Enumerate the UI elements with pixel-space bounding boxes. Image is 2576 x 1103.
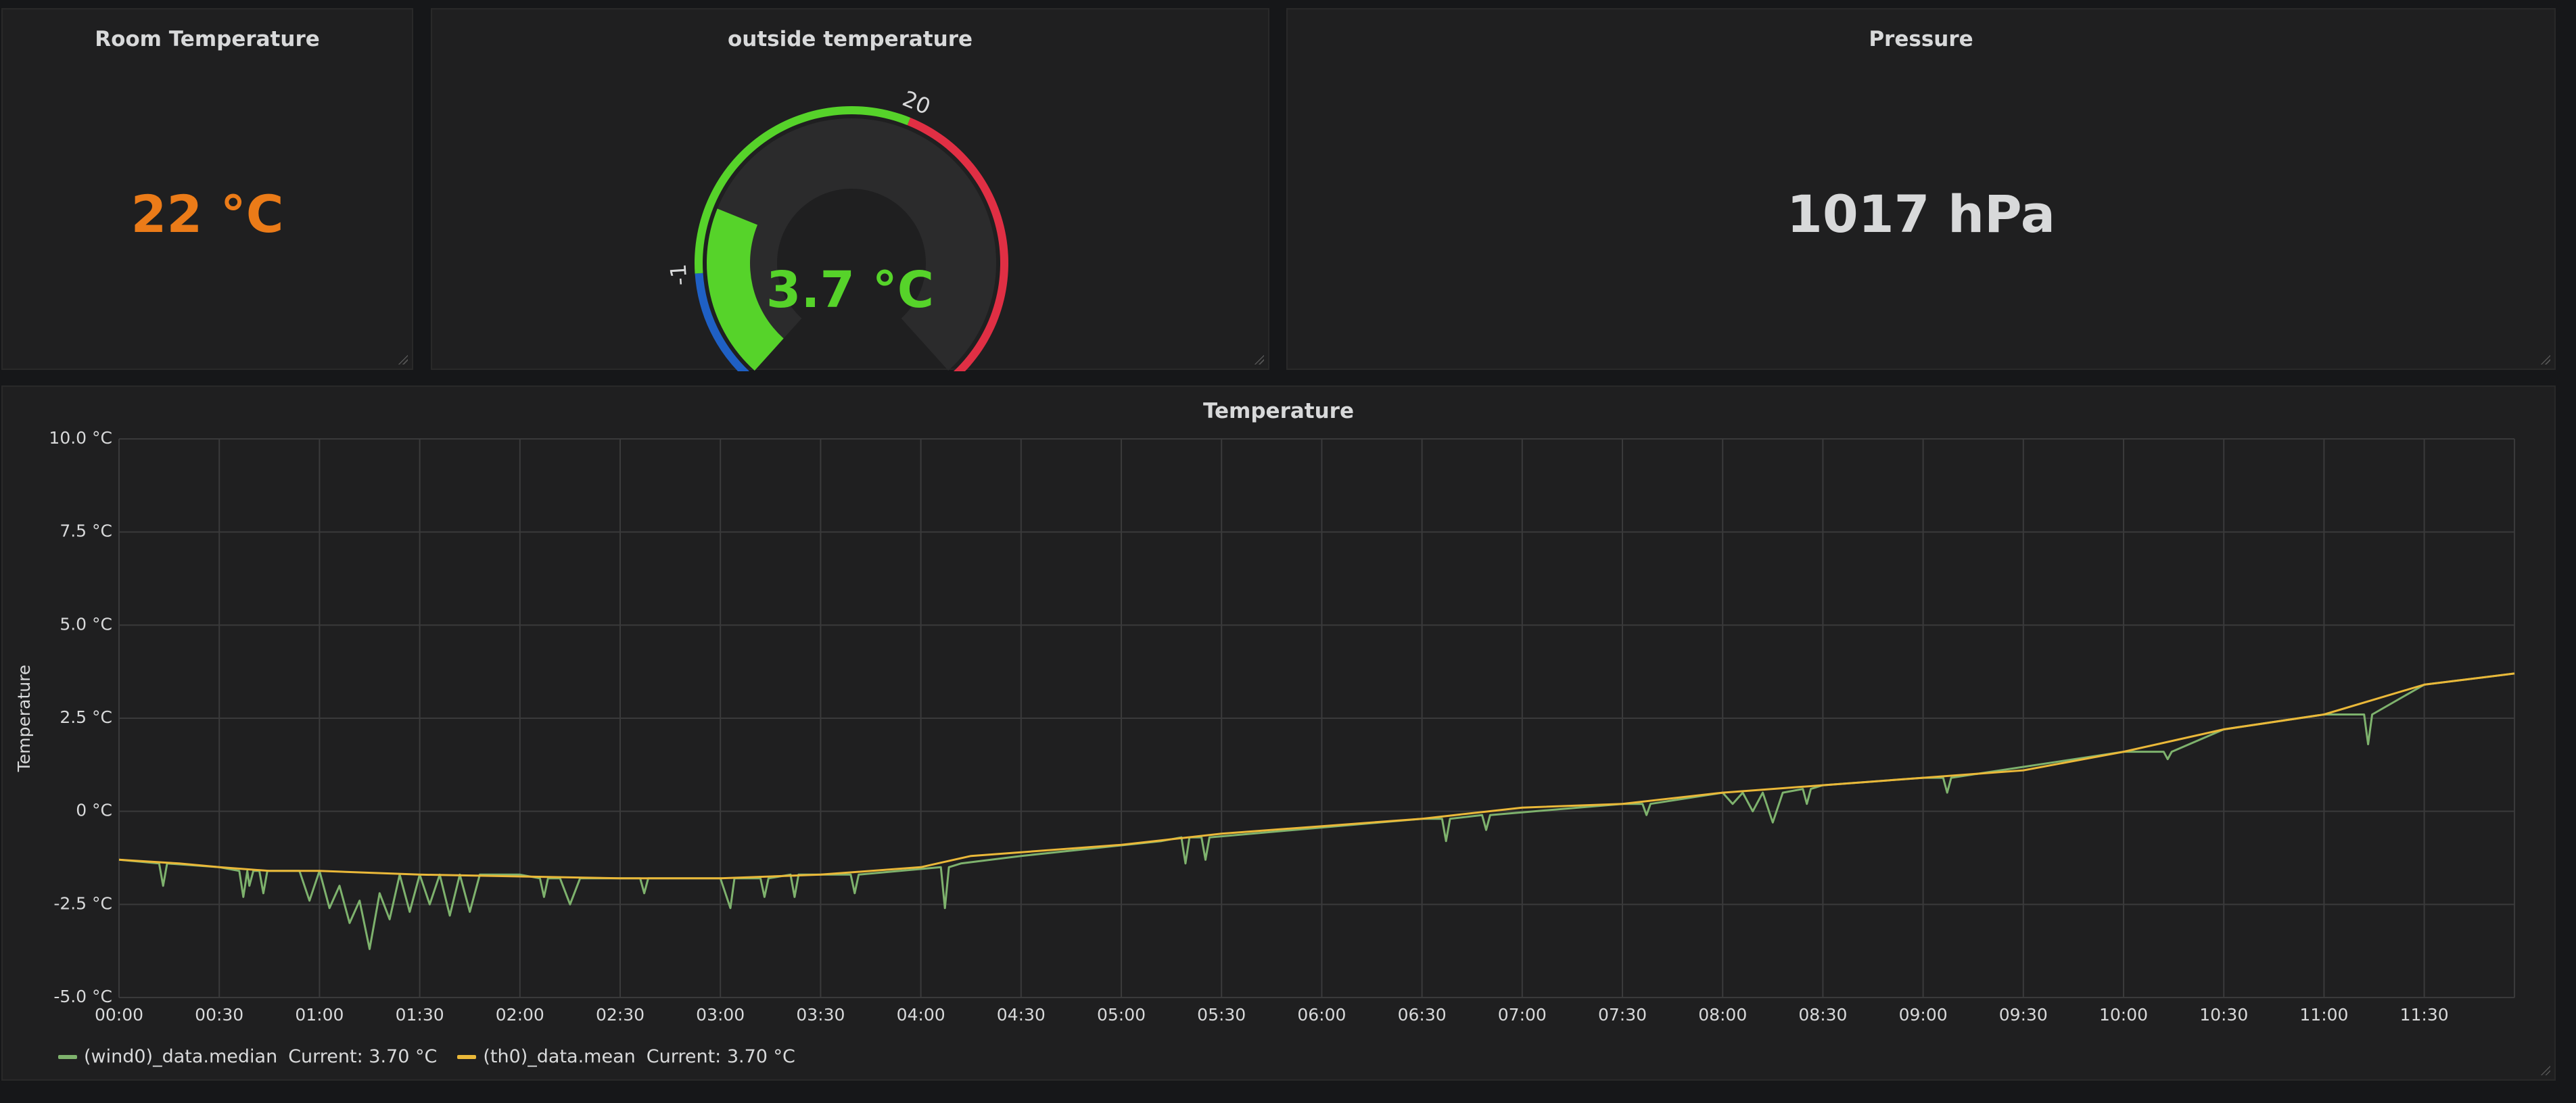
legend-swatch-wind0 bbox=[58, 1054, 77, 1059]
x-tick-label: 04:00 bbox=[897, 1005, 945, 1025]
y-axis-label: Temperature bbox=[14, 665, 34, 772]
legend-item-th0[interactable]: (th0)_data.mean Current: 3.70 °C bbox=[457, 1046, 795, 1067]
x-tick-label: 02:30 bbox=[596, 1005, 645, 1025]
graph-legend: (wind0)_data.median Current: 3.70 °C (th… bbox=[58, 1046, 795, 1067]
x-tick-label: 06:00 bbox=[1297, 1005, 1346, 1025]
x-tick-label: 05:30 bbox=[1197, 1005, 1246, 1025]
x-tick-label: 03:00 bbox=[696, 1005, 745, 1025]
pressure-panel: Pressure 1017 hPa bbox=[1286, 8, 2556, 370]
gauge-threshold-label: -1 bbox=[665, 263, 693, 286]
x-tick-label: 07:00 bbox=[1498, 1005, 1547, 1025]
x-tick-label: 11:30 bbox=[2400, 1005, 2449, 1025]
gauge-track bbox=[707, 118, 996, 371]
x-tick-label: 10:30 bbox=[2199, 1005, 2248, 1025]
room-temperature-panel: Room Temperature 22 °C bbox=[1, 8, 413, 370]
x-tick-label: 09:30 bbox=[1999, 1005, 2048, 1025]
y-tick-label: 5.0 °C bbox=[60, 614, 112, 634]
temperature-graph-panel: Temperature 10.0 °C 7.5 °C 5.0 °C 2.5 °C 0 °… bbox=[1, 385, 2556, 1081]
legend-current-value: Current: 3.70 °C bbox=[288, 1046, 438, 1067]
y-tick-label: -2.5 °C bbox=[53, 893, 112, 913]
x-tick-label: 09:00 bbox=[1899, 1005, 1948, 1025]
x-tick-label: 08:00 bbox=[1698, 1005, 1747, 1025]
gauge-threshold-band bbox=[907, 118, 1008, 371]
x-tick-label: 10:00 bbox=[2099, 1005, 2148, 1025]
gauge-threshold-band bbox=[695, 106, 911, 274]
x-tick-label: 08:30 bbox=[1798, 1005, 1847, 1025]
temperature-graph-title[interactable]: Temperature bbox=[1203, 399, 1354, 423]
y-tick-label: 0 °C bbox=[76, 801, 112, 820]
legend-series-name: (wind0)_data.median bbox=[84, 1046, 278, 1067]
gauge-threshold-label: 20 bbox=[899, 86, 934, 120]
gauge: -9-12041 bbox=[665, 86, 1008, 371]
resize-handle-icon[interactable] bbox=[397, 354, 408, 365]
legend-swatch-th0 bbox=[457, 1054, 477, 1059]
y-tick-label: 10.0 °C bbox=[49, 428, 112, 448]
pressure-value: 1017 hPa bbox=[1786, 184, 2056, 244]
gauge-threshold-band bbox=[695, 273, 750, 371]
x-tick-label: 07:30 bbox=[1598, 1005, 1647, 1025]
pressure-title[interactable]: Pressure bbox=[1869, 27, 1973, 51]
resize-handle-icon[interactable] bbox=[1253, 354, 1264, 365]
legend-item-wind0[interactable]: (wind0)_data.median Current: 3.70 °C bbox=[58, 1046, 437, 1067]
room-temperature-value: 22 °C bbox=[131, 184, 284, 244]
x-tick-label: 06:30 bbox=[1398, 1005, 1447, 1025]
outside-temperature-title[interactable]: outside temperature bbox=[727, 27, 973, 51]
resize-handle-icon[interactable] bbox=[2539, 354, 2550, 365]
temperature-chart[interactable]: 10.0 °C 7.5 °C 5.0 °C 2.5 °C 0 °C -2.5 °C -5.0… bbox=[3, 387, 2557, 1082]
x-tick-label: 11:00 bbox=[2299, 1005, 2348, 1025]
room-temperature-title[interactable]: Room Temperature bbox=[95, 27, 320, 51]
x-tick-label: 01:30 bbox=[396, 1005, 444, 1025]
gauge-value: 3.7 °C bbox=[766, 261, 935, 319]
x-tick-label: 03:30 bbox=[796, 1005, 845, 1025]
outside-temperature-panel: outside temperature -9-12041 3.7 °C bbox=[431, 8, 1269, 371]
legend-current-value: Current: 3.70 °C bbox=[646, 1046, 795, 1067]
x-tick-label: 05:00 bbox=[1097, 1005, 1146, 1025]
x-tick-label: 00:00 bbox=[95, 1005, 143, 1025]
series-line-wind0-median bbox=[118, 672, 2515, 950]
gauge-value-fill bbox=[707, 208, 784, 371]
x-tick-label: 04:30 bbox=[997, 1005, 1046, 1025]
x-tick-label: 00:30 bbox=[195, 1005, 243, 1025]
y-tick-label: 2.5 °C bbox=[60, 707, 112, 727]
resize-handle-icon[interactable] bbox=[2539, 1064, 2550, 1075]
y-tick-label: -5.0 °C bbox=[53, 987, 112, 1006]
legend-series-name: (th0)_data.mean bbox=[483, 1046, 636, 1067]
series-line-th0-mean bbox=[118, 672, 2515, 880]
x-tick-label: 01:00 bbox=[295, 1005, 344, 1025]
x-tick-label: 02:00 bbox=[496, 1005, 544, 1025]
y-tick-label: 7.5 °C bbox=[60, 521, 112, 541]
